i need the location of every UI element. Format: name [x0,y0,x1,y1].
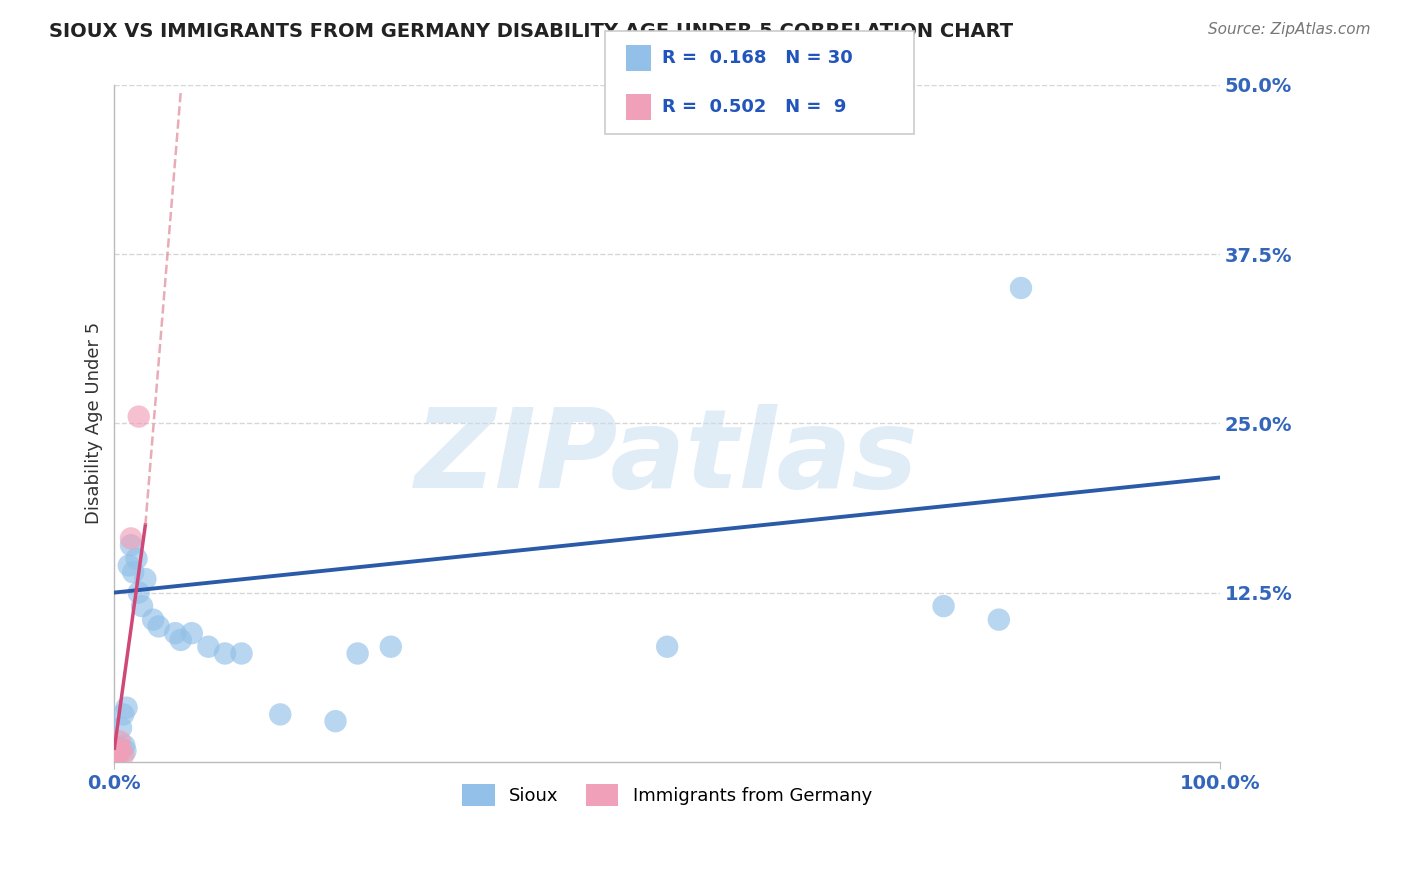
Y-axis label: Disability Age Under 5: Disability Age Under 5 [86,322,103,524]
Point [197,640,219,654]
Point [180,626,202,640]
Point [110,744,132,758]
Point [346,647,368,661]
Point [112,739,135,753]
Point [118,558,141,573]
Point [657,640,679,654]
Point [112,747,135,762]
Point [114,744,136,758]
Text: Source: ZipAtlas.com: Source: ZipAtlas.com [1208,22,1371,37]
Point [231,647,253,661]
Text: R =  0.502   N =  9: R = 0.502 N = 9 [662,98,846,116]
Point [987,613,1010,627]
Legend: Sioux, Immigrants from Germany: Sioux, Immigrants from Germany [456,777,879,814]
Point [165,626,187,640]
Point [112,707,135,722]
Point [107,744,129,758]
Text: SIOUX VS IMMIGRANTS FROM GERMANY DISABILITY AGE UNDER 5 CORRELATION CHART: SIOUX VS IMMIGRANTS FROM GERMANY DISABIL… [49,22,1014,41]
Point [120,532,142,546]
Point [108,734,131,748]
Point [148,619,170,633]
Point [325,714,347,728]
Point [125,551,148,566]
Point [107,747,129,762]
Point [269,707,291,722]
Point [110,721,132,735]
Point [115,700,138,714]
Point [214,647,236,661]
Point [1010,281,1032,295]
Point [380,640,402,654]
Point [122,566,145,580]
Point [134,572,156,586]
Point [131,599,153,613]
Point [108,741,131,756]
Point [104,750,127,764]
Point [105,747,128,762]
Point [128,409,150,424]
Point [108,741,131,756]
Point [932,599,955,613]
Point [142,613,165,627]
Point [170,632,193,647]
Point [128,585,150,599]
Text: ZIPatlas: ZIPatlas [415,404,920,511]
Text: R =  0.168   N = 30: R = 0.168 N = 30 [662,49,853,67]
Point [120,538,142,552]
